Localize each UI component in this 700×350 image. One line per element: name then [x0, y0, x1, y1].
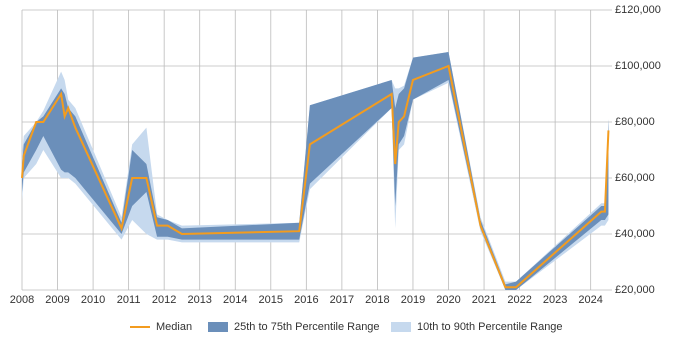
x-tick-label: 2018 — [365, 294, 389, 306]
y-tick-label: £20,000 — [615, 284, 655, 296]
x-tick-label: 2011 — [117, 294, 141, 306]
legend-label: Median — [156, 321, 192, 333]
x-tick-label: 2014 — [223, 294, 247, 306]
x-tick-label: 2021 — [472, 294, 496, 306]
x-tick-label: 2008 — [10, 294, 34, 306]
legend-swatch — [391, 322, 411, 332]
x-tick-label: 2016 — [294, 294, 318, 306]
x-tick-label: 2012 — [152, 294, 176, 306]
legend-swatch — [208, 322, 228, 332]
x-tick-label: 2020 — [436, 294, 460, 306]
x-tick-label: 2015 — [259, 294, 283, 306]
x-tick-label: 2017 — [330, 294, 354, 306]
legend-label: 10th to 90th Percentile Range — [417, 321, 563, 333]
x-tick-label: 2024 — [578, 294, 602, 306]
y-tick-label: £80,000 — [615, 116, 655, 128]
x-tick-label: 2010 — [81, 294, 105, 306]
x-tick-label: 2009 — [45, 294, 69, 306]
y-tick-label: £40,000 — [615, 228, 655, 240]
legend-label: 25th to 75th Percentile Range — [234, 321, 380, 333]
y-tick-label: £100,000 — [615, 60, 661, 72]
median-line — [21, 64, 610, 289]
x-tick-label: 2023 — [543, 294, 567, 306]
y-tick-label: £120,000 — [615, 4, 661, 16]
x-tick-label: 2022 — [507, 294, 531, 306]
y-tick-label: £60,000 — [615, 172, 655, 184]
x-tick-label: 2019 — [401, 294, 425, 306]
percentile-band — [22, 52, 609, 290]
x-tick-label: 2013 — [187, 294, 211, 306]
